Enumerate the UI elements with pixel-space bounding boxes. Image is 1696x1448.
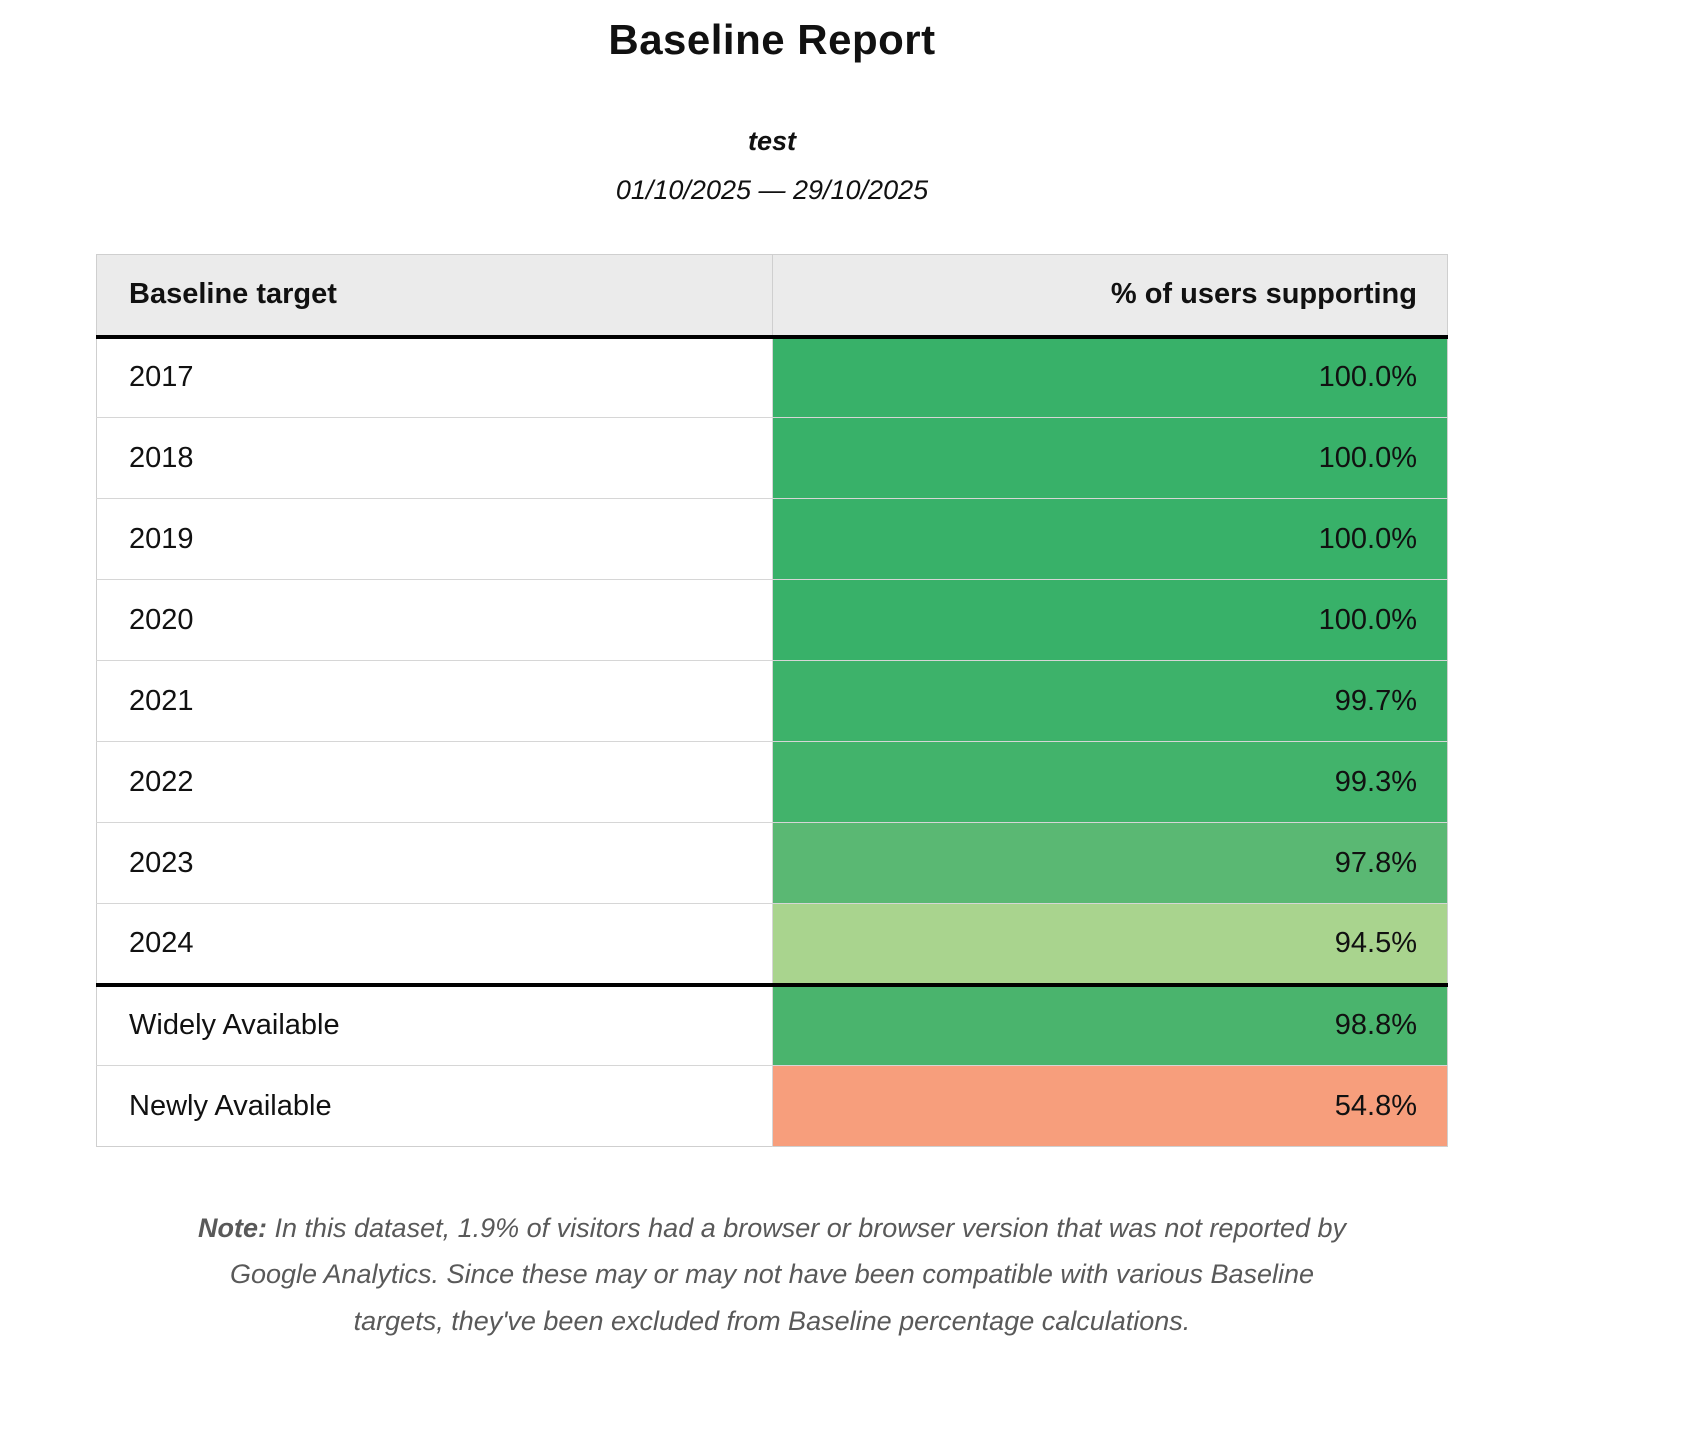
footnote-text: In this dataset, 1.9% of visitors had a …: [229, 1213, 1347, 1336]
report-content: Baseline Report test 01/10/2025 — 29/10/…: [96, 0, 1448, 1344]
column-header-baseline-target: Baseline target: [96, 254, 773, 339]
baseline-target-cell: 2019: [96, 498, 773, 580]
baseline-target-cell: Newly Available: [96, 1065, 773, 1147]
table-row-newly-available: Newly Available 54.8%: [96, 1065, 1448, 1147]
percent-cell: 99.7%: [772, 660, 1448, 742]
table-body: 2017 100.0% 2018 100.0% 2019 100.0% 2020…: [96, 336, 1448, 1147]
percent-cell: 100.0%: [772, 579, 1448, 661]
percent-cell: 97.8%: [772, 822, 1448, 904]
percent-cell: 98.8%: [772, 982, 1448, 1066]
percent-cell: 94.5%: [772, 903, 1448, 985]
table-row: 2021 99.7%: [96, 660, 1448, 742]
table-row: 2022 99.3%: [96, 741, 1448, 823]
percent-cell: 54.8%: [772, 1065, 1448, 1147]
page-title: Baseline Report: [608, 16, 936, 63]
report-date-range: 01/10/2025 — 29/10/2025: [615, 175, 929, 205]
baseline-target-cell: 2020: [96, 579, 773, 661]
column-header-percent-supporting: % of users supporting: [772, 254, 1448, 339]
table-header: Baseline target % of users supporting: [96, 254, 1448, 339]
table-row: 2018 100.0%: [96, 417, 1448, 499]
baseline-target-cell: 2017: [96, 336, 773, 418]
report-subtitle: test: [747, 126, 796, 156]
table-row: 2017 100.0%: [96, 336, 1448, 418]
baseline-target-cell: 2023: [96, 822, 773, 904]
percent-cell: 99.3%: [772, 741, 1448, 823]
footnote-label: Note:: [197, 1213, 267, 1243]
percent-cell: 100.0%: [772, 417, 1448, 499]
percent-cell: 100.0%: [772, 498, 1448, 580]
footnote: Note: In this dataset, 1.9% of visitors …: [182, 1205, 1362, 1344]
table-row: 2019 100.0%: [96, 498, 1448, 580]
table-row: 2023 97.8%: [96, 822, 1448, 904]
percent-cell: 100.0%: [772, 336, 1448, 418]
baseline-target-cell: 2024: [96, 903, 773, 985]
baseline-target-cell: 2018: [96, 417, 773, 499]
baseline-target-cell: 2021: [96, 660, 773, 742]
baseline-target-cell: 2022: [96, 741, 773, 823]
table-row-widely-available: Widely Available 98.8%: [96, 982, 1448, 1066]
baseline-target-cell: Widely Available: [96, 982, 773, 1066]
table-row: 2024 94.5%: [96, 903, 1448, 985]
baseline-table: Baseline target % of users supporting 20…: [96, 254, 1448, 1147]
table-row: 2020 100.0%: [96, 579, 1448, 661]
